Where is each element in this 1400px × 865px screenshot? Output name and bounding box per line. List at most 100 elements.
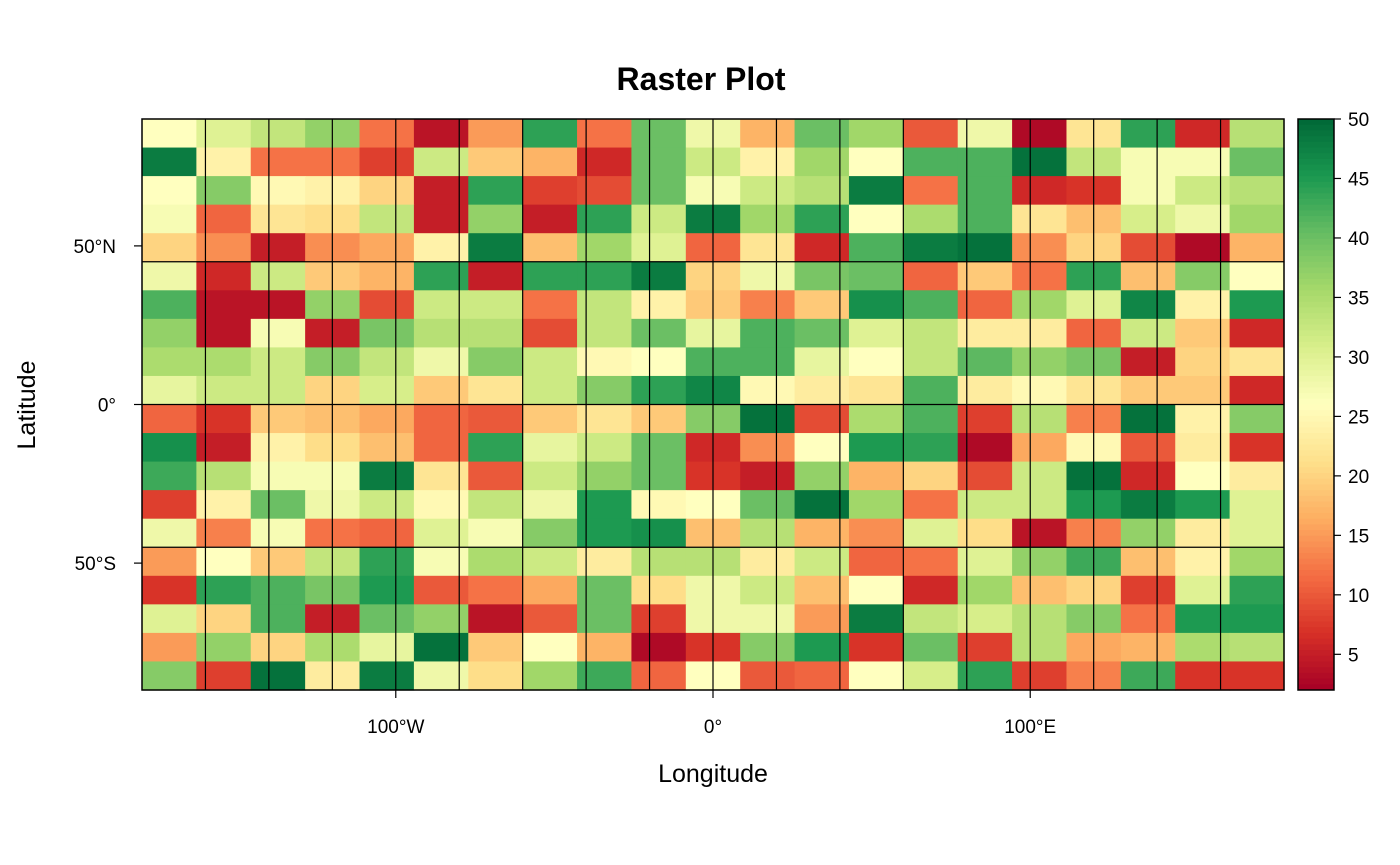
- colorbar-segment: [1298, 250, 1334, 257]
- colorbar-segment: [1298, 164, 1334, 171]
- raster-cell: [468, 661, 524, 691]
- raster-cell: [1012, 604, 1068, 634]
- raster-cell: [1175, 347, 1231, 377]
- colorbar-segment: [1298, 587, 1334, 594]
- raster-cell: [903, 518, 959, 548]
- raster-cell: [1120, 433, 1176, 463]
- colorbar-segment: [1298, 564, 1334, 571]
- colorbar-segment: [1298, 655, 1334, 662]
- raster-cell: [848, 176, 904, 206]
- colorbar-segment: [1298, 313, 1334, 320]
- raster-cell: [359, 490, 415, 520]
- raster-cell: [1175, 518, 1231, 548]
- raster-cell: [468, 204, 524, 234]
- raster-cell: [631, 433, 687, 463]
- raster-cell: [957, 176, 1013, 206]
- raster-cell: [848, 375, 904, 406]
- raster-cell: [631, 575, 687, 605]
- raster-cell: [957, 119, 1013, 149]
- colorbar-segment: [1298, 158, 1334, 166]
- raster-cell: [740, 119, 796, 149]
- raster-cell: [1120, 290, 1176, 320]
- raster-cell: [848, 490, 904, 520]
- chart-title: Raster Plot: [617, 61, 786, 97]
- raster-cell: [848, 518, 904, 548]
- colorbar-segment: [1298, 627, 1334, 634]
- raster-cell: [848, 290, 904, 320]
- colorbar-segment: [1298, 541, 1334, 548]
- raster-cell: [794, 318, 850, 348]
- colorbar-segment: [1298, 290, 1334, 297]
- colorbar-segment: [1298, 507, 1334, 514]
- colorbar-segment: [1298, 227, 1334, 234]
- raster-cell: [250, 261, 306, 291]
- raster-cell: [577, 176, 633, 206]
- raster-cell: [794, 575, 850, 605]
- raster-cell: [957, 661, 1013, 691]
- colorbar-segment: [1298, 524, 1334, 531]
- colorbar-segment: [1298, 244, 1334, 251]
- raster-cell: [577, 347, 633, 377]
- raster-cell: [1012, 518, 1068, 548]
- raster-cell: [413, 318, 469, 348]
- raster-cell: [794, 433, 850, 463]
- raster-cell: [1175, 233, 1231, 263]
- x-tick-label: 100°E: [1004, 717, 1056, 738]
- raster-cell: [740, 176, 796, 206]
- raster-cell: [794, 176, 850, 206]
- colorbar-tick-label: 15: [1348, 526, 1369, 547]
- raster-cell: [631, 261, 687, 291]
- raster-cell: [631, 290, 687, 320]
- colorbar-segment: [1298, 455, 1334, 463]
- raster-cell: [631, 347, 687, 377]
- raster-cell: [740, 575, 796, 605]
- x-tick-label: 0°: [704, 717, 722, 738]
- raster-cell: [522, 119, 578, 149]
- raster-cell: [957, 547, 1013, 577]
- raster-cell: [1120, 604, 1176, 634]
- raster-cell: [196, 404, 252, 434]
- raster-cell: [413, 347, 469, 377]
- raster-cell: [196, 461, 252, 491]
- raster-cell: [957, 261, 1013, 291]
- raster-cell: [1229, 176, 1285, 206]
- raster-cell: [1175, 404, 1231, 434]
- raster-cell: [1120, 233, 1176, 263]
- raster-cell: [468, 290, 524, 320]
- colorbar-segment: [1298, 473, 1334, 480]
- raster-cell: [1229, 404, 1285, 434]
- raster-cell: [522, 347, 578, 377]
- y-axis-ticks: 50°N 0° 50°S: [74, 237, 142, 575]
- colorbar-tick-label: 30: [1348, 348, 1369, 369]
- raster-cell: [413, 461, 469, 491]
- raster-cell: [250, 147, 306, 177]
- raster-cell: [957, 347, 1013, 377]
- raster-cell: [957, 518, 1013, 548]
- raster-cell: [848, 347, 904, 377]
- raster-cell: [957, 147, 1013, 177]
- raster-cell: [142, 604, 197, 634]
- raster-cell: [413, 547, 469, 577]
- raster-cell: [250, 233, 306, 263]
- raster-cell: [631, 375, 687, 406]
- raster-cell: [903, 575, 959, 605]
- raster-cell: [196, 661, 252, 691]
- raster-cell: [468, 547, 524, 577]
- raster-cell: [1012, 547, 1068, 577]
- colorbar-segment: [1298, 672, 1334, 680]
- raster-cell: [740, 347, 796, 377]
- raster-cell: [957, 490, 1013, 520]
- raster-cell: [957, 204, 1013, 234]
- raster-cell: [413, 518, 469, 548]
- raster-cell: [250, 661, 306, 691]
- raster-cell: [794, 404, 850, 434]
- raster-cell: [468, 604, 524, 634]
- colorbar-segment: [1298, 324, 1334, 331]
- raster-cell: [794, 461, 850, 491]
- colorbar-segment: [1298, 330, 1334, 337]
- raster-cell: [522, 632, 578, 663]
- raster-cell: [522, 433, 578, 463]
- raster-cell: [957, 233, 1013, 263]
- raster-cell: [577, 119, 633, 149]
- raster-cell: [848, 433, 904, 463]
